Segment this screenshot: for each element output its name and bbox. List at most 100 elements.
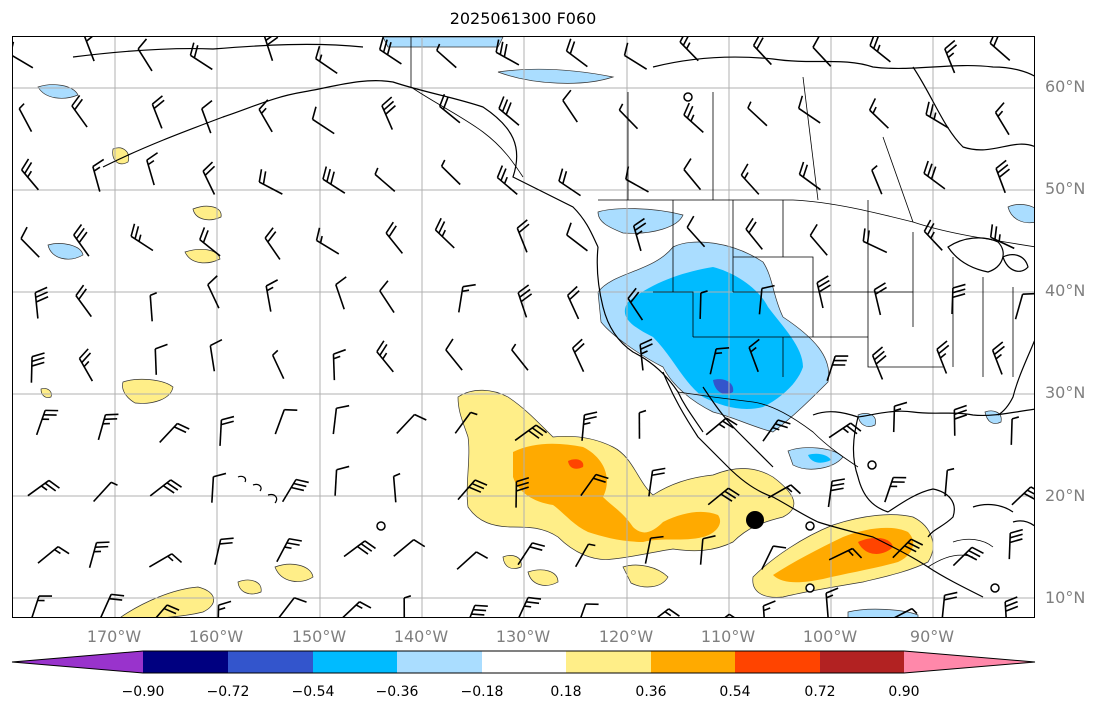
wind-barb bbox=[648, 467, 666, 497]
blue-core-west-us bbox=[624, 267, 803, 409]
wind-barb bbox=[623, 42, 648, 70]
wind-barb bbox=[566, 285, 580, 320]
lat-label-40n: 40°N bbox=[1045, 281, 1086, 300]
wind-barb bbox=[767, 484, 801, 499]
yellow-region-small bbox=[40, 388, 52, 398]
wind-barb bbox=[271, 349, 285, 380]
wind-barb bbox=[31, 595, 53, 617]
shaded-field bbox=[37, 37, 1034, 617]
colorbar bbox=[11, 650, 1036, 674]
wind-barb bbox=[511, 343, 529, 371]
wind-barb bbox=[944, 39, 958, 74]
wind-barb bbox=[566, 222, 588, 252]
wind-barb bbox=[35, 409, 59, 436]
wind-barb bbox=[201, 100, 213, 134]
wind-barb bbox=[752, 37, 772, 66]
wind-barb bbox=[699, 290, 708, 319]
wind-barb bbox=[828, 422, 862, 439]
map-panel bbox=[12, 36, 1035, 618]
lat-label-50n: 50°N bbox=[1045, 179, 1086, 198]
wind-barb bbox=[761, 545, 787, 570]
colorbar-segment-4 bbox=[397, 651, 482, 673]
lon-label-150w: 150°W bbox=[291, 627, 347, 646]
wind-barb bbox=[707, 487, 740, 506]
wind-barb bbox=[281, 478, 309, 503]
wind-barb bbox=[797, 95, 821, 124]
colorbar-tick-7: 0.36 bbox=[635, 684, 667, 700]
wind-barb bbox=[892, 538, 924, 559]
wind-barb bbox=[93, 481, 118, 503]
coastlines bbox=[72, 43, 1034, 598]
wind-barb bbox=[75, 284, 92, 318]
wind-barb bbox=[1014, 292, 1034, 320]
us-states bbox=[653, 200, 1014, 377]
colorbar-tick-2: −0.72 bbox=[206, 684, 250, 700]
colorbar-over-triangle bbox=[904, 651, 1035, 673]
wind-barb bbox=[263, 37, 279, 61]
wind-barb bbox=[936, 340, 950, 374]
wind-barb bbox=[332, 404, 350, 435]
wind-barbs bbox=[13, 37, 1034, 617]
wind-barb bbox=[495, 39, 520, 66]
wind-barb bbox=[207, 275, 220, 309]
markers bbox=[376, 92, 1000, 593]
wind-barb bbox=[862, 228, 888, 254]
lon-label-130w: 130°W bbox=[495, 627, 551, 646]
colorbar-segment-2 bbox=[228, 651, 313, 673]
colorbar-tick-4: −0.36 bbox=[375, 684, 419, 700]
yellow-region-pacific-7 bbox=[622, 564, 669, 588]
wind-barb bbox=[994, 102, 1010, 136]
wind-barb bbox=[219, 415, 235, 446]
blue-region-bering bbox=[37, 84, 79, 99]
colorbar-segment-3 bbox=[313, 651, 397, 673]
gridlines bbox=[13, 37, 1034, 617]
wind-barb bbox=[989, 37, 1011, 61]
wind-barb bbox=[892, 401, 908, 433]
wind-barb bbox=[37, 545, 70, 564]
wind-barb bbox=[148, 553, 183, 568]
wind-barb bbox=[515, 477, 530, 508]
wind-barb bbox=[385, 221, 404, 254]
wind-barb bbox=[151, 95, 165, 129]
canada-provinces bbox=[627, 76, 914, 223]
wind-barb bbox=[869, 37, 891, 63]
yellow-region-pacific-4 bbox=[237, 579, 262, 595]
wind-barb bbox=[456, 551, 489, 570]
wind-barb bbox=[884, 476, 907, 503]
blue-region-pacific bbox=[47, 243, 84, 260]
colorbar-segment-8 bbox=[735, 651, 820, 673]
wind-barb bbox=[13, 41, 34, 69]
wind-barb bbox=[97, 413, 119, 441]
wind-barb bbox=[514, 424, 548, 442]
wind-barb bbox=[627, 287, 644, 321]
wind-barb bbox=[258, 169, 283, 195]
marker-large bbox=[746, 511, 764, 529]
wind-barb bbox=[644, 535, 664, 564]
wind-barb bbox=[709, 346, 730, 375]
colorbar-under-triangle bbox=[12, 651, 143, 673]
lon-label-170w: 170°W bbox=[86, 627, 142, 646]
wind-barb bbox=[392, 472, 401, 503]
east-coast bbox=[997, 340, 1034, 416]
colorbar-tick-6: 0.18 bbox=[550, 684, 582, 700]
blue-region-gulf-east-2 bbox=[984, 410, 1002, 424]
wind-barb bbox=[1010, 416, 1020, 445]
baja bbox=[662, 371, 774, 468]
wind-barb bbox=[868, 98, 889, 129]
wind-barb bbox=[454, 411, 478, 434]
wind-barb bbox=[342, 601, 372, 617]
wind-barb bbox=[825, 587, 839, 617]
yellow-region-aleutian-3 bbox=[184, 249, 221, 264]
wind-barb bbox=[747, 101, 768, 127]
wind-barb bbox=[625, 166, 649, 193]
wind-barb bbox=[146, 152, 159, 186]
wind-barb bbox=[159, 422, 190, 444]
lon-label-160w: 160°W bbox=[188, 627, 244, 646]
wind-barb bbox=[311, 106, 335, 135]
wind-barb bbox=[73, 224, 90, 257]
wind-barb bbox=[379, 280, 395, 314]
wind-barb bbox=[762, 419, 791, 442]
colorbar-tick-1: −0.90 bbox=[121, 684, 165, 700]
colorbar-tick-8: 0.54 bbox=[719, 684, 751, 700]
wind-barb bbox=[18, 103, 33, 132]
